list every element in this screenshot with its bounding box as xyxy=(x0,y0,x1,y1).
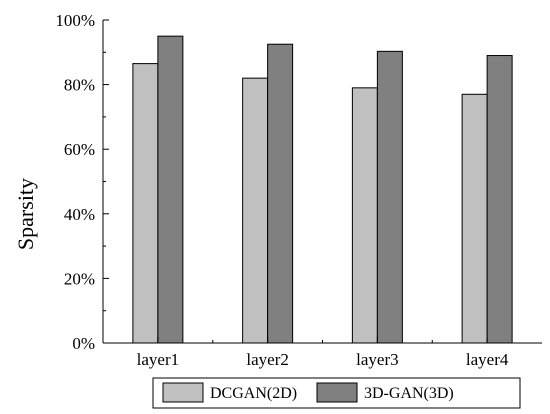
x-tick-label-layer1: layer1 xyxy=(137,350,179,369)
x-ticks: layer1 layer2 layer3 layer4 xyxy=(137,337,509,369)
y-tick-label: 80% xyxy=(64,76,95,95)
y-tick-label: 60% xyxy=(64,140,95,159)
y-ticks: 0% 20% 40% 60% 80% 100% xyxy=(55,11,109,353)
bar-dcgan-layer2 xyxy=(242,77,269,344)
y-tick-label: 20% xyxy=(64,269,95,288)
bar-3dgan-layer4 xyxy=(486,55,513,344)
y-axis-title: Sparsity xyxy=(13,178,38,250)
bar-dcgan-layer4 xyxy=(461,93,488,344)
y-tick-label: 100% xyxy=(55,11,95,30)
bar-3dgan-layer1 xyxy=(157,35,184,344)
bar-dcgan-layer1 xyxy=(132,63,159,344)
legend-swatch-dcgan xyxy=(162,382,204,403)
legend-label-3dgan: 3D-GAN(3D) xyxy=(364,385,454,402)
y-tick-label: 40% xyxy=(64,205,95,224)
bar-3dgan-layer2 xyxy=(267,43,294,344)
bar-3dgan-layer3 xyxy=(376,50,403,344)
legend: DCGAN(2D) 3D-GAN(3D) xyxy=(152,377,521,409)
bars xyxy=(132,35,513,344)
y-tick-label: 0% xyxy=(72,334,95,353)
bar-dcgan-layer3 xyxy=(351,87,378,344)
x-tick-label-layer3: layer3 xyxy=(356,350,398,369)
legend-swatch-3dgan xyxy=(316,382,358,403)
x-tick-label-layer4: layer4 xyxy=(466,350,509,369)
x-tick-label-layer2: layer2 xyxy=(246,350,288,369)
legend-label-dcgan: DCGAN(2D) xyxy=(210,385,297,402)
